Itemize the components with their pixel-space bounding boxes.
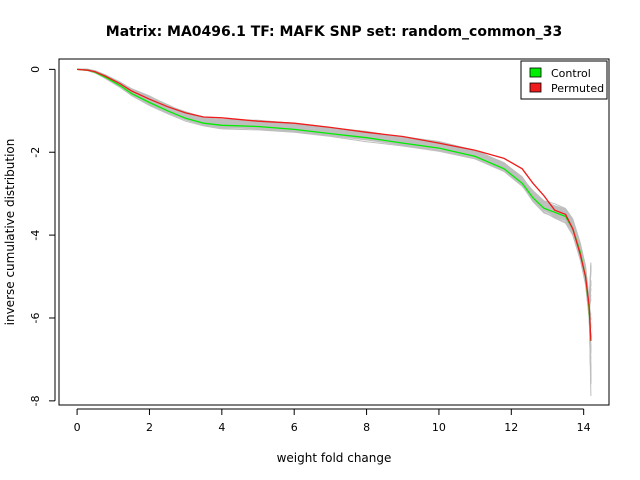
permutation-line	[77, 68, 592, 384]
x-axis: 0 2 4 6 8 10 12 14	[74, 408, 591, 434]
permutation-line	[77, 68, 592, 353]
y-tick-label: -8	[29, 395, 42, 406]
series-line-control	[77, 68, 592, 341]
legend-box	[520, 60, 608, 100]
x-tick-label: 12	[504, 421, 518, 434]
permutation-line	[77, 68, 592, 382]
x-axis-title: weight fold change	[277, 451, 392, 465]
y-tick-label: -4	[29, 230, 42, 241]
x-tick-label: 0	[74, 421, 81, 434]
permutation-line	[77, 68, 592, 316]
permutation-line	[77, 68, 592, 383]
x-tick-label: 14	[577, 421, 591, 434]
legend: Control Permuted	[520, 60, 608, 100]
permutation-line	[77, 68, 592, 385]
legend-label-permuted: Permuted	[551, 82, 604, 95]
x-tick-label: 10	[432, 421, 446, 434]
y-tick-label: 0	[29, 66, 42, 73]
series-lines	[77, 68, 592, 341]
permutation-line	[77, 68, 592, 383]
legend-swatch-permuted	[529, 82, 542, 93]
permutation-line	[77, 68, 592, 370]
permutation-line	[77, 68, 592, 304]
permutation-line	[77, 68, 592, 371]
plot-border	[58, 58, 610, 406]
y-axis: 0 -2 -4 -6 -8	[29, 66, 56, 406]
legend-label-control: Control	[551, 67, 591, 80]
permutation-line	[77, 68, 592, 339]
permutation-lines	[77, 68, 592, 397]
permutation-line	[77, 68, 592, 350]
permutation-line	[77, 68, 592, 370]
permutation-line	[77, 68, 592, 348]
chart-title: Matrix: MA0496.1 TF: MAFK SNP set: rando…	[106, 24, 562, 40]
x-tick-label: 6	[291, 421, 298, 434]
series-line-permuted	[77, 68, 592, 341]
permutation-line	[77, 68, 592, 379]
legend-swatch-control	[529, 67, 542, 78]
permutation-line	[77, 68, 592, 397]
y-tick-label: -6	[29, 312, 42, 323]
permutation-line	[77, 68, 592, 360]
y-axis-title: inverse cumulative distribution	[3, 139, 17, 326]
x-tick-label: 2	[146, 421, 153, 434]
x-tick-label: 8	[363, 421, 370, 434]
y-tick-label: -2	[29, 147, 42, 158]
x-tick-label: 4	[218, 421, 225, 434]
permutation-line	[77, 68, 592, 354]
